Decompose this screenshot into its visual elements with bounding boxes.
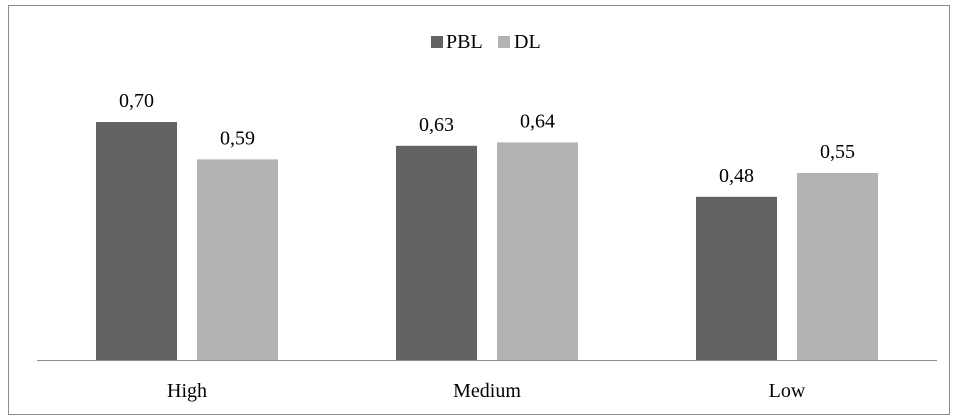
value-label-dl-low: 0,55 [820,141,855,163]
value-label-pbl-medium: 0,63 [419,114,454,136]
legend: PBL DL [431,31,541,53]
legend-swatch-pbl [431,36,443,48]
bars-group [96,122,878,360]
value-label-pbl-high: 0,70 [119,90,154,112]
category-label-high: High [167,380,207,402]
bar-dl-high [197,159,278,360]
value-label-dl-medium: 0,64 [520,110,555,132]
category-label-medium: Medium [453,380,521,402]
legend-swatch-dl [498,36,510,48]
bar-dl-low [797,173,878,360]
bar-dl-medium [497,142,578,360]
category-label-low: Low [769,380,806,402]
legend-label-dl: DL [514,31,541,53]
legend-label-pbl: PBL [446,31,483,53]
category-labels-group: High Medium Low [167,380,806,402]
value-label-dl-high: 0,59 [220,127,255,149]
bar-pbl-high [96,122,177,360]
bar-pbl-low [696,196,777,360]
value-labels-group: 0,70 0,59 0,63 0,64 0,48 0,55 [119,90,855,187]
bar-pbl-medium [396,145,477,360]
value-label-pbl-low: 0,48 [719,165,754,187]
